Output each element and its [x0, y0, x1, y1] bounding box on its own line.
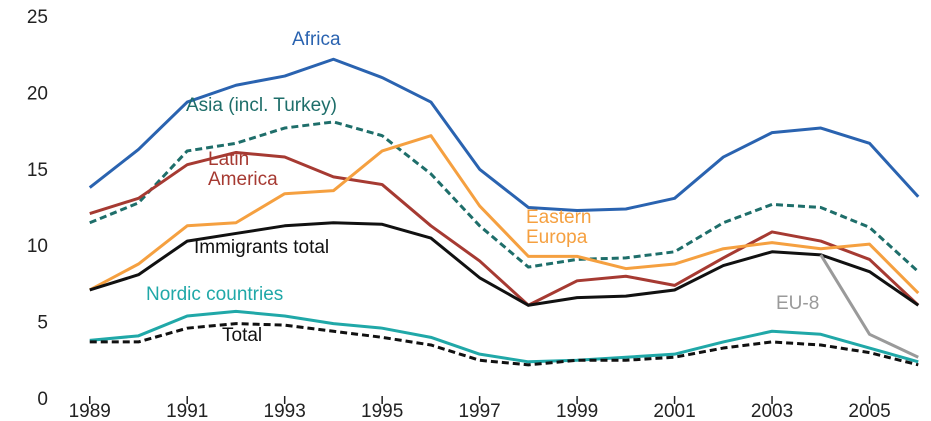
series-line	[88, 57, 920, 213]
x-tick-label: 1995	[361, 401, 403, 421]
series-line	[89, 309, 919, 364]
x-tick-label: 2005	[848, 401, 890, 421]
y-tick-label: 5	[37, 313, 48, 334]
x-tick-label: 2001	[653, 401, 695, 421]
series-line	[89, 120, 920, 273]
x-tick-label: 1999	[556, 401, 598, 421]
y-tick-label: 25	[27, 7, 48, 28]
y-tick-label: 0	[37, 389, 48, 410]
y-tick-label: 15	[27, 160, 48, 181]
series-label: Nordic countries	[146, 284, 284, 305]
series-label: Immigrants total	[194, 237, 330, 258]
x-tick-label: 2003	[751, 401, 793, 421]
series-label: Eastern Europa	[526, 207, 592, 248]
series-line	[89, 322, 919, 367]
series-label: Africa	[292, 29, 341, 50]
series-label: EU-8	[776, 293, 820, 314]
x-tick-label: 1991	[166, 401, 208, 421]
series-line	[89, 134, 920, 295]
y-tick-label: 10	[27, 236, 48, 257]
series-label: Latin America	[208, 149, 278, 190]
series-line	[819, 254, 919, 359]
x-tick-label: 1989	[69, 401, 111, 421]
series-label: Asia (incl. Turkey)	[186, 95, 337, 116]
x-tick-label: 1993	[264, 401, 306, 421]
x-tick-label: 1997	[458, 401, 500, 421]
series-line	[89, 221, 920, 307]
series-label: Total	[222, 325, 263, 346]
y-tick-label: 20	[27, 83, 48, 104]
series-line	[89, 150, 920, 307]
